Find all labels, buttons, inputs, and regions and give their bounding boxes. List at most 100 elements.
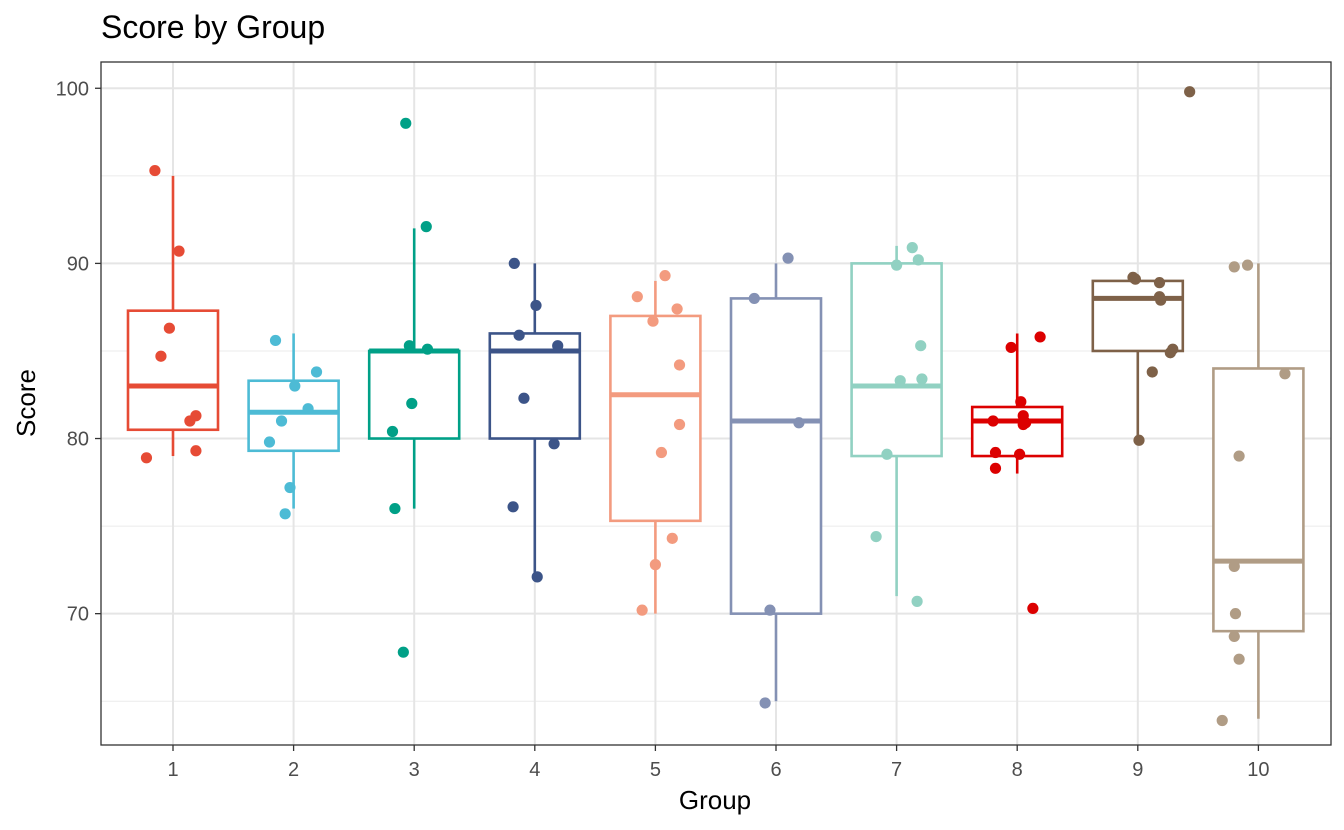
box: [367, 349, 461, 440]
data-point: [302, 403, 314, 415]
data-point: [310, 366, 323, 378]
chart-title: Score by Group: [101, 9, 325, 45]
data-point: [406, 397, 418, 410]
box-group-3: [367, 228, 461, 509]
data-point: [263, 436, 276, 448]
data-point: [284, 481, 296, 494]
data-point: [420, 221, 432, 233]
x-tick-label: 10: [1247, 759, 1269, 781]
data-point: [659, 270, 671, 282]
data-point: [912, 254, 924, 266]
data-point: [1129, 273, 1141, 285]
data-point: [190, 410, 202, 422]
data-point: [1155, 294, 1167, 306]
data-point: [140, 452, 153, 464]
data-point: [1034, 331, 1046, 343]
data-point: [989, 446, 1002, 459]
box: [1091, 279, 1185, 353]
data-point: [397, 646, 409, 658]
data-point: [149, 164, 161, 177]
y-axis: 70 80 90 100: [56, 78, 101, 626]
data-point: [673, 418, 686, 431]
box-group-2: [247, 333, 340, 509]
data-point: [891, 259, 903, 271]
data-point: [1005, 341, 1017, 354]
data-point: [530, 299, 542, 312]
x-tick-label: 9: [1132, 759, 1143, 781]
data-point: [666, 532, 678, 544]
box: [850, 262, 943, 458]
data-point: [531, 571, 543, 583]
x-axis-title: Group: [679, 785, 751, 815]
data-point: [518, 392, 530, 404]
y-axis-title: Score: [11, 369, 41, 437]
data-point: [1027, 602, 1039, 615]
data-point: [764, 604, 776, 616]
x-tick-label: 7: [891, 759, 902, 781]
data-point: [911, 595, 923, 607]
data-point: [894, 375, 906, 387]
data-point: [631, 291, 643, 303]
box-group-6: [729, 263, 823, 702]
data-point: [389, 502, 401, 515]
data-point: [386, 425, 399, 438]
data-point: [403, 340, 415, 352]
y-tick-label: 100: [56, 78, 89, 100]
x-tick-label: 6: [770, 759, 781, 781]
data-point: [1015, 396, 1027, 408]
data-point: [1241, 259, 1254, 271]
data-point: [279, 508, 291, 520]
data-point: [748, 292, 760, 305]
jitter-points: [140, 86, 1291, 727]
data-point: [1229, 608, 1242, 620]
box-group-5: [609, 280, 702, 614]
plot-border: [100, 61, 1332, 746]
data-point: [759, 697, 771, 709]
data-point: [782, 252, 794, 264]
y-tick-label: 90: [67, 253, 89, 275]
data-point: [1133, 434, 1145, 446]
box: [970, 405, 1064, 458]
x-tick-label: 4: [529, 759, 540, 781]
data-point: [673, 359, 686, 371]
x-tick-label: 2: [288, 759, 299, 781]
data-point: [1228, 560, 1240, 572]
data-point: [987, 415, 999, 427]
data-point: [1233, 450, 1245, 462]
data-point: [421, 343, 434, 355]
data-point: [173, 245, 185, 257]
data-point: [649, 559, 662, 571]
data-point: [513, 329, 525, 341]
data-point: [1146, 366, 1158, 378]
box-group-8: [970, 333, 1064, 474]
y-tick-label: 80: [67, 429, 89, 451]
data-point: [1014, 448, 1026, 460]
data-point: [916, 373, 928, 385]
data-point: [906, 242, 918, 254]
y-tick-label: 70: [67, 604, 89, 626]
box-series: [126, 175, 1305, 719]
data-point: [870, 530, 882, 543]
data-point: [163, 322, 175, 334]
box-group-10: [1212, 263, 1305, 719]
data-point: [269, 334, 282, 347]
data-point: [1153, 277, 1166, 289]
data-point: [1020, 417, 1032, 429]
box: [1212, 367, 1305, 633]
data-point: [507, 501, 519, 513]
data-point: [647, 315, 659, 327]
data-point: [1184, 86, 1196, 98]
data-point: [1228, 261, 1240, 273]
data-point: [155, 350, 167, 362]
x-tick-label: 3: [409, 759, 420, 781]
data-point: [508, 257, 520, 269]
data-point: [989, 462, 1002, 474]
data-point: [400, 117, 412, 129]
box-group-7: [850, 245, 943, 597]
x-axis: 1 2 3 4 5 6 7 8 9 10: [167, 745, 1270, 781]
box: [247, 379, 340, 453]
box-group-4: [488, 263, 582, 579]
data-point: [1233, 653, 1245, 665]
data-point: [548, 438, 560, 450]
data-point: [1279, 368, 1291, 380]
